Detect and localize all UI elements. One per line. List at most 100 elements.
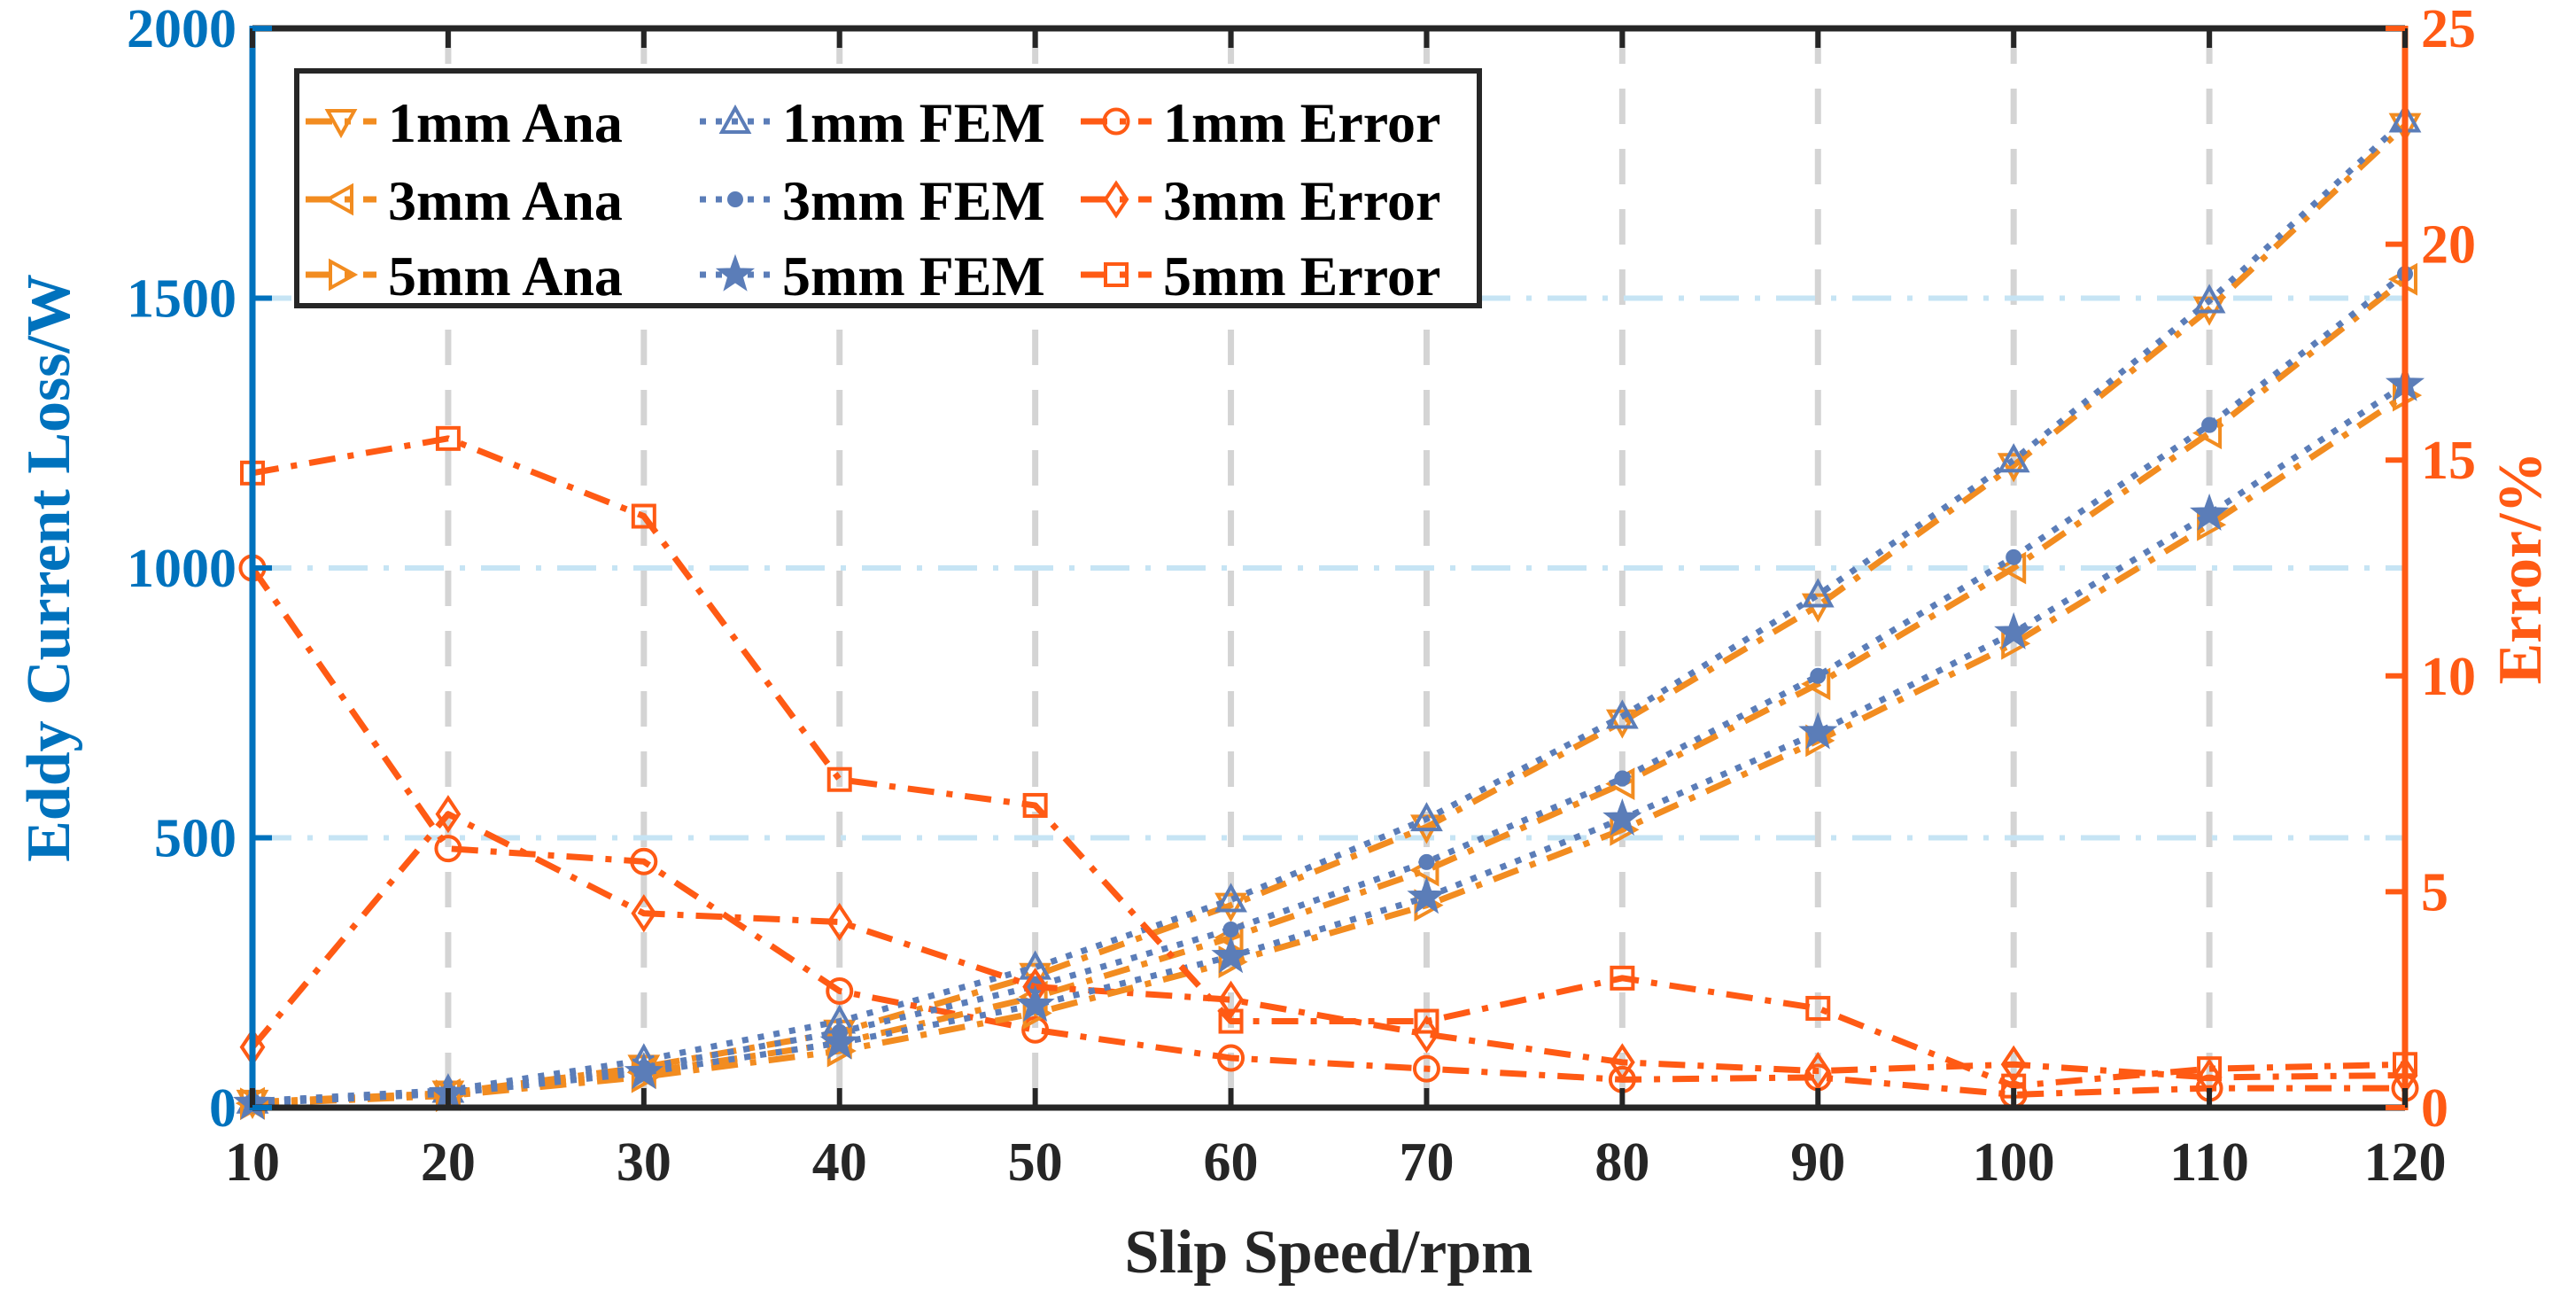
x-tick-label: 70 (1399, 1132, 1454, 1193)
data-point-3mm-error (2000, 1045, 2027, 1084)
x-tick-label: 120 (2364, 1132, 2447, 1193)
legend-label: 3mm FEM (782, 169, 1045, 232)
x-tick-label: 50 (1008, 1132, 1063, 1193)
series-line-1mm-ana (252, 123, 2408, 1106)
series-1mm-error (238, 554, 2419, 1108)
y2-tick-label: 15 (2421, 431, 2476, 491)
x-tick-label: 60 (1204, 1132, 1259, 1193)
data-point-1mm-fem (2192, 284, 2226, 314)
data-point-5mm-fem (624, 1052, 663, 1090)
series-line-5mm-ana (252, 393, 2407, 1108)
legend-label: 1mm Ana (388, 91, 623, 154)
legend-label: 3mm Error (1163, 169, 1440, 232)
data-point-1mm-error (1412, 1054, 1440, 1083)
series-line-5mm-fem (252, 382, 2407, 1107)
x-tick-label: 80 (1594, 1132, 1649, 1193)
data-point-3mm-fem (1810, 667, 1827, 684)
series-3mm-error (239, 795, 2418, 1097)
data-point-1mm-fem (1214, 883, 1247, 913)
legend-entry-5mm-ana: 5mm Ana (306, 245, 623, 307)
legend-label: 1mm FEM (782, 91, 1045, 154)
data-point-1mm-error (1021, 1015, 1050, 1044)
y2-tick-label: 0 (2421, 1078, 2448, 1139)
data-point-1mm-error (630, 847, 658, 875)
legend-swatch-marker (727, 191, 743, 207)
legend-label: 5mm Ana (388, 245, 623, 307)
data-point-5mm-error (631, 503, 656, 529)
data-point-3mm-fem (2006, 548, 2022, 565)
data-point-1mm-ana (1214, 892, 1247, 922)
data-point-1mm-fem (1605, 699, 1639, 729)
data-point-1mm-fem (1019, 950, 1052, 980)
legend-entry-1mm-ana: 1mm Ana (306, 91, 623, 154)
y-tick-label: 1000 (127, 539, 237, 599)
series-5mm-ana (240, 378, 2423, 1121)
data-point-3mm-fem (1222, 922, 1239, 938)
data-point-5mm-error (1218, 1008, 1244, 1034)
legend-swatch-marker (715, 253, 756, 292)
data-point-3mm-error (631, 894, 657, 933)
data-point-5mm-fem (1407, 876, 1447, 914)
series-5mm-error (240, 425, 2417, 1099)
y-axis-label: Eddy Current Loss/W (15, 274, 83, 862)
legend-label: 3mm Ana (388, 169, 623, 232)
data-point-5mm-error (1805, 995, 1831, 1021)
legend-entry-3mm-error: 3mm Error (1081, 169, 1440, 232)
legend-swatch-marker (1104, 262, 1129, 287)
y-tick-label: 500 (154, 809, 237, 869)
y2-tick-label: 10 (2421, 647, 2476, 707)
legend-entry-3mm-ana: 3mm Ana (306, 169, 623, 232)
data-point-3mm-error (435, 795, 462, 834)
legend-swatch-marker (324, 109, 358, 139)
series-layer (232, 103, 2425, 1121)
series-5mm-fem (232, 363, 2425, 1120)
data-point-5mm-fem (1798, 712, 1838, 750)
data-point-5mm-error (1022, 792, 1048, 818)
x-tick-label: 30 (617, 1132, 671, 1193)
data-point-3mm-fem (1614, 770, 1631, 787)
series-line-5mm-error (252, 435, 2406, 1090)
data-point-5mm-fem (1015, 984, 1055, 1023)
data-point-3mm-error (1414, 1015, 1439, 1054)
data-point-5mm-fem (1602, 797, 1642, 836)
legend-box (294, 68, 1482, 308)
y-tick-label: 2000 (127, 0, 237, 59)
y2-axis-label: Error/% (2487, 451, 2555, 684)
series-1mm-fem (236, 103, 2422, 1114)
data-point-3mm-fem (1418, 853, 1435, 870)
legend-entry-3mm-fem: 3mm FEM (700, 169, 1045, 232)
data-point-1mm-ana (1997, 453, 2030, 483)
data-point-3mm-error (1609, 1043, 1635, 1082)
x-tick-label: 100 (1973, 1132, 2055, 1193)
x-tick-label: 10 (225, 1132, 280, 1193)
data-point-3mm-error (1218, 980, 1244, 1019)
series-line-1mm-error (250, 565, 2405, 1098)
legend-label: 1mm Error (1163, 91, 1440, 154)
data-point-1mm-error (434, 835, 462, 863)
data-point-5mm-error (826, 766, 852, 792)
x-axis-label: Slip Speed/rpm (1125, 1218, 1533, 1287)
data-point-5mm-fem (1211, 936, 1251, 974)
data-point-5mm-fem (2190, 493, 2230, 531)
legend-entry-1mm-fem: 1mm FEM (700, 91, 1045, 154)
data-point-1mm-error (1217, 1044, 1245, 1072)
legend-entry-1mm-error: 1mm Error (1081, 91, 1440, 154)
series-3mm-fem (244, 266, 2413, 1110)
x-tick-label: 20 (421, 1132, 476, 1193)
y2-tick-label: 25 (2421, 0, 2476, 59)
series-line-3mm-ana (252, 276, 2408, 1107)
data-point-1mm-fem (1997, 443, 2030, 473)
data-point-1mm-ana (1605, 709, 1639, 739)
axes (249, 25, 2409, 1111)
legend: 1mm Ana 1mm FEM 1mm Error 3mm Ana 3mm FEM 3mm… (294, 68, 1482, 308)
legend-swatch-marker (329, 258, 359, 292)
legend-swatch-marker (1102, 107, 1130, 136)
tick-labels: 10 20 30 40 50 60 70 80 90 100 110 1200500100015002… (127, 0, 2476, 1193)
legend-label: 5mm FEM (782, 245, 1045, 307)
data-point-3mm-error (826, 902, 853, 942)
legend-entry-5mm-error: 5mm Error (1081, 245, 1440, 307)
data-point-1mm-error (826, 976, 854, 1005)
x-tick-label: 90 (1790, 1132, 1845, 1193)
data-point-5mm-error (1414, 1008, 1439, 1034)
y2-tick-label: 5 (2421, 862, 2448, 922)
